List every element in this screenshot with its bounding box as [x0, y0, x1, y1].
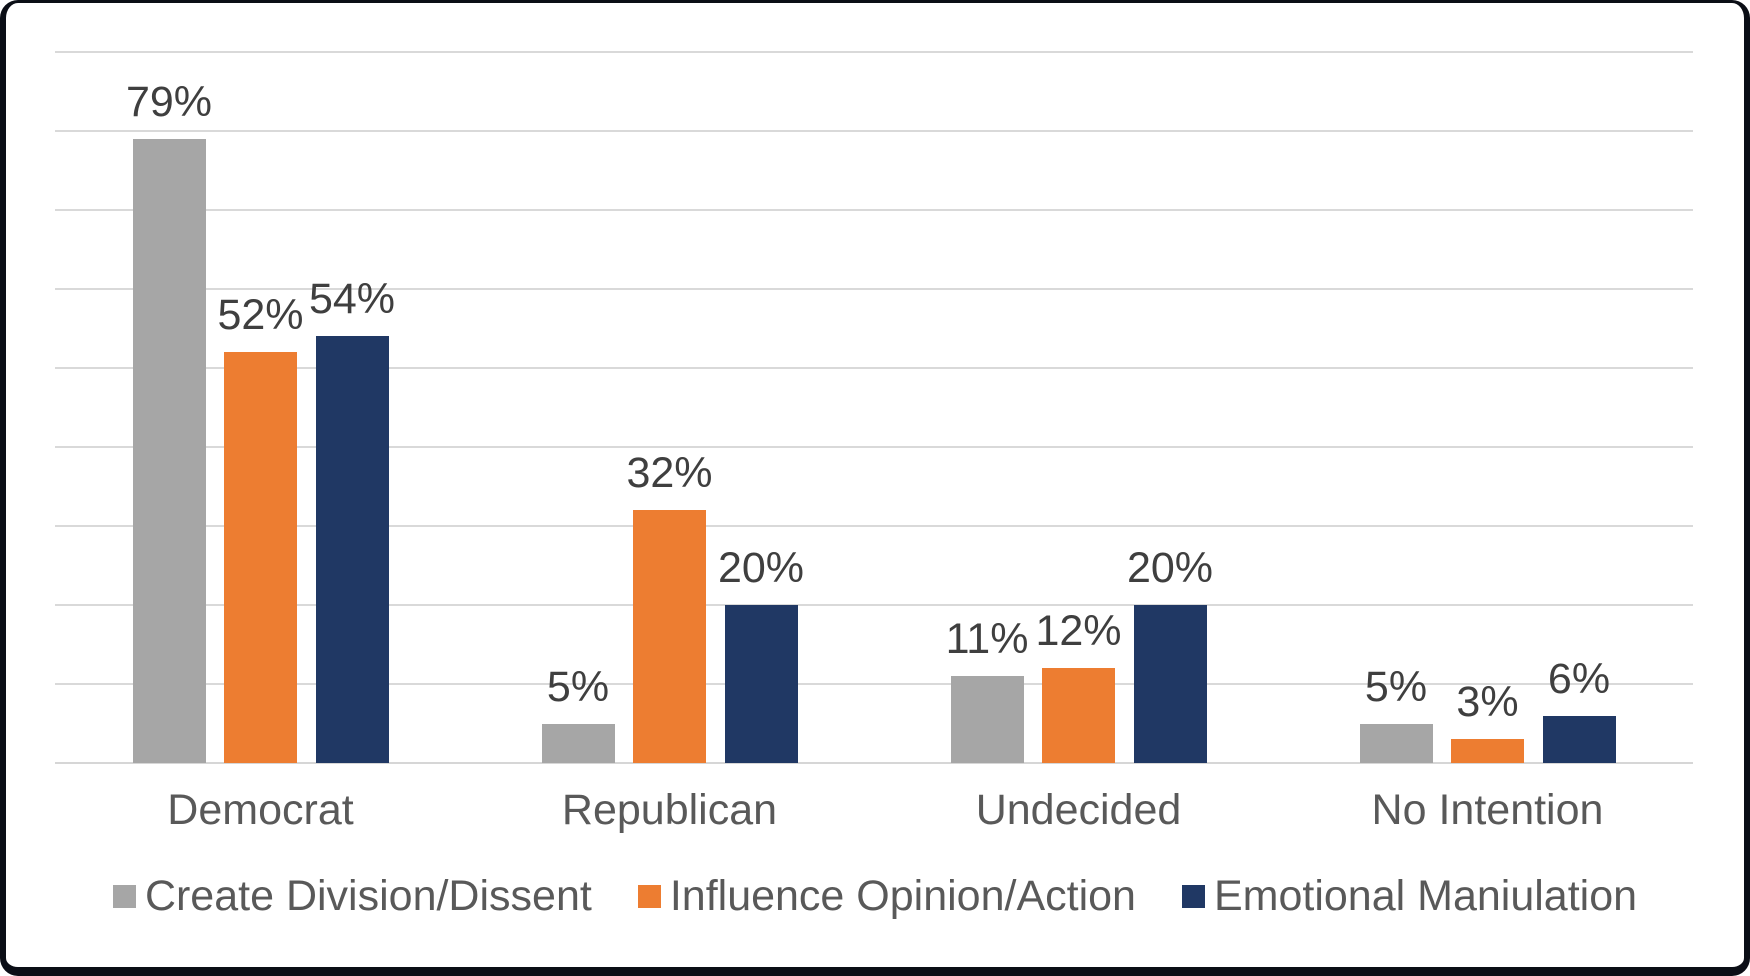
legend-swatch: [637, 885, 661, 908]
data-label: 11%: [945, 615, 1029, 664]
bar: [541, 723, 615, 763]
data-label: 20%: [1126, 544, 1214, 592]
gridline: [55, 288, 1693, 290]
data-label: 6%: [1547, 654, 1611, 703]
gridline: [55, 367, 1693, 369]
x-axis-line: [55, 762, 1693, 764]
legend-swatch: [1181, 885, 1205, 908]
legend-item-label: Create Division/Dissent: [144, 872, 592, 920]
bar: [315, 336, 389, 763]
category-label: No Intention: [1371, 786, 1604, 834]
data-label: 20%: [717, 544, 805, 592]
gridline: [55, 525, 1693, 527]
gridline: [55, 130, 1693, 132]
bar: [224, 352, 297, 763]
data-label: 54%: [308, 275, 396, 324]
gridline: [55, 683, 1693, 685]
legend-item: Influence Opinion/Action: [637, 872, 1136, 921]
data-label: 32%: [626, 449, 713, 498]
category-label: Undecided: [975, 786, 1182, 834]
bar: [1359, 723, 1433, 763]
gridline: [55, 446, 1693, 448]
data-label: 12%: [1035, 607, 1122, 656]
bar: [1133, 605, 1207, 763]
data-label: 5%: [1364, 662, 1428, 711]
category-label: Democrat: [167, 786, 354, 834]
bar: [633, 510, 706, 763]
data-label: 3%: [1456, 678, 1519, 727]
gridline: [55, 604, 1693, 606]
bar: [1451, 739, 1524, 763]
category-label: Republican: [561, 786, 778, 834]
legend-item-label: Influence Opinion/Action: [669, 872, 1136, 920]
legend-item-label: Emotional Maniulation: [1213, 872, 1638, 920]
gridline: [55, 209, 1693, 211]
legend-swatch: [112, 885, 136, 908]
bar: [1042, 668, 1115, 763]
bar: [950, 676, 1024, 763]
data-label: 79%: [125, 77, 213, 126]
bar: [132, 138, 206, 763]
bar: [1542, 715, 1616, 763]
data-label: 5%: [546, 662, 610, 711]
legend-item: Emotional Maniulation: [1181, 872, 1638, 921]
data-label: 52%: [217, 291, 304, 340]
legend-item: Create Division/Dissent: [112, 872, 592, 921]
gridline: [55, 51, 1693, 53]
bar: [724, 605, 798, 763]
legend: Create Division/Dissent Influence Opinion…: [0, 872, 1750, 921]
